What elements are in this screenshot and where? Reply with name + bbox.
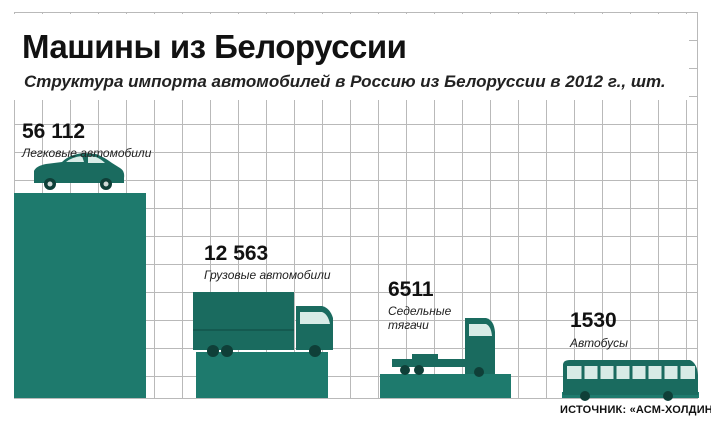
category-label-3: Седельные тягачи: [388, 304, 452, 332]
car-icon: [34, 153, 125, 190]
category-label-1: Легковые автомобили: [22, 146, 152, 160]
bars-group: [14, 193, 699, 398]
value-label-2: 12 563: [204, 242, 269, 265]
value-label-4: 1530: [570, 309, 617, 332]
chart-subtitle: Структура импорта автомобилей в Россию и…: [24, 72, 666, 91]
truck-icon: [193, 292, 333, 357]
category-label-2: Грузовые автомобили: [204, 268, 331, 282]
chart-title: Машины из Белоруссии: [22, 28, 407, 65]
title-panel: [14, 14, 689, 100]
bar-1: [14, 193, 146, 398]
bar-3: [380, 374, 511, 398]
value-label-3: 6511: [388, 278, 434, 301]
bar-2: [196, 352, 328, 398]
value-label-1: 56 112: [22, 120, 86, 143]
bus-icon: [563, 360, 698, 401]
category-label-4: Автобусы: [570, 336, 628, 350]
source-note: ИСТОЧНИК: «АСМ-ХОЛДИНГ»: [560, 404, 711, 416]
tractor-unit-icon: [392, 318, 495, 377]
